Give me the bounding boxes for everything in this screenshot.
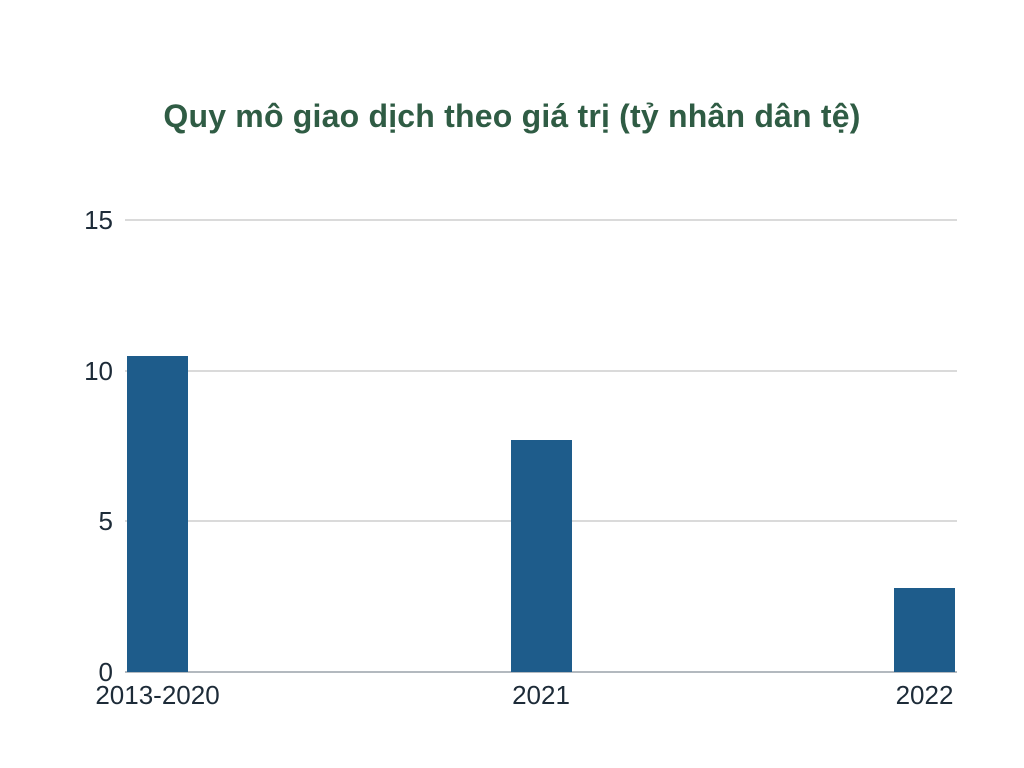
x-tick-label: 2013-2020	[95, 680, 220, 710]
x-tick-label: 2021	[512, 680, 570, 710]
gridline	[125, 369, 957, 372]
y-tick-label: 5	[98, 506, 113, 537]
bar-2021	[510, 439, 572, 672]
bar-2013-2020	[127, 355, 188, 672]
chart-title: Quy mô giao dịch theo giá trị (tỷ nhân d…	[163, 98, 861, 134]
y-tick-label: 15	[84, 205, 113, 235]
gridline	[125, 219, 957, 221]
y-tick-label: 10	[84, 355, 113, 386]
y-tick-label: 0	[98, 657, 113, 687]
x-tick-label: 2022	[895, 680, 954, 710]
axis-baseline	[125, 671, 957, 673]
bar-2022	[894, 587, 955, 672]
